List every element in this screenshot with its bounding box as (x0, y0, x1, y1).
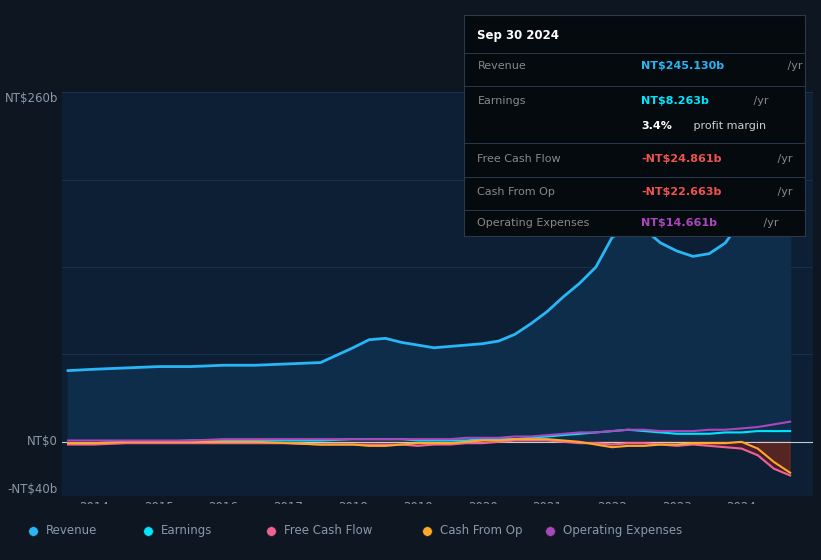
Text: Earnings: Earnings (478, 96, 526, 106)
Text: Sep 30 2024: Sep 30 2024 (478, 29, 559, 41)
Text: /yr: /yr (774, 154, 792, 164)
Text: NT$245.130b: NT$245.130b (641, 61, 724, 71)
Text: Cash From Op: Cash From Op (440, 524, 522, 538)
Text: /yr: /yr (750, 96, 768, 106)
Text: NT$8.263b: NT$8.263b (641, 96, 709, 106)
Text: 3.4%: 3.4% (641, 121, 672, 130)
Text: NT$14.661b: NT$14.661b (641, 218, 717, 228)
Text: NT$260b: NT$260b (4, 92, 57, 105)
Text: Operating Expenses: Operating Expenses (478, 218, 589, 228)
Text: -NT$40b: -NT$40b (7, 483, 57, 496)
Text: NT$0: NT$0 (27, 435, 57, 449)
Text: -NT$24.861b: -NT$24.861b (641, 154, 722, 164)
Text: Revenue: Revenue (478, 61, 526, 71)
Text: Revenue: Revenue (46, 524, 98, 538)
Text: Cash From Op: Cash From Op (478, 187, 555, 197)
Text: /yr: /yr (760, 218, 779, 228)
Text: Free Cash Flow: Free Cash Flow (478, 154, 561, 164)
Text: Earnings: Earnings (161, 524, 213, 538)
Text: Free Cash Flow: Free Cash Flow (284, 524, 373, 538)
Text: profit margin: profit margin (690, 121, 767, 130)
Text: /yr: /yr (784, 61, 803, 71)
Text: -NT$22.663b: -NT$22.663b (641, 187, 722, 197)
Text: Operating Expenses: Operating Expenses (563, 524, 682, 538)
Text: /yr: /yr (774, 187, 792, 197)
